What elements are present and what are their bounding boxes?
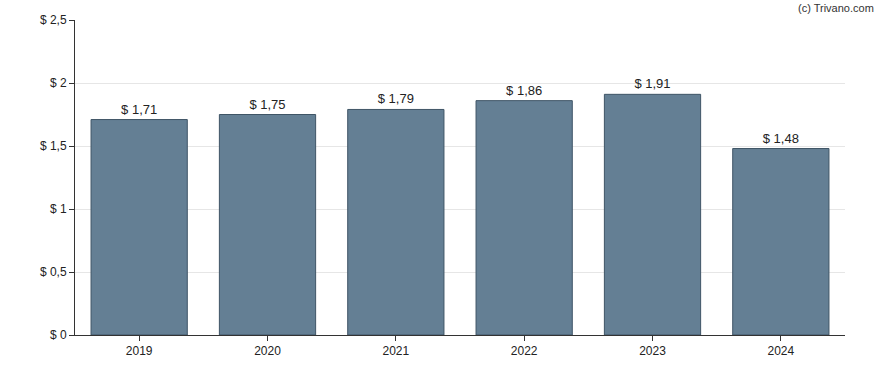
svg-text:$ 1: $ 1 (50, 202, 67, 216)
svg-text:$ 1,79: $ 1,79 (378, 91, 414, 106)
svg-text:$ 1,48: $ 1,48 (763, 131, 799, 146)
svg-text:2021: 2021 (382, 344, 409, 358)
svg-text:$ 1,71: $ 1,71 (121, 102, 157, 117)
svg-text:$ 0,5: $ 0,5 (40, 265, 67, 279)
svg-text:$ 1,91: $ 1,91 (634, 76, 670, 91)
svg-text:2022: 2022 (511, 344, 538, 358)
svg-text:$ 2: $ 2 (50, 76, 67, 90)
svg-text:$ 1,75: $ 1,75 (249, 97, 285, 112)
svg-text:$ 0: $ 0 (50, 328, 67, 342)
svg-text:$ 2,5: $ 2,5 (40, 13, 67, 27)
svg-text:2024: 2024 (767, 344, 794, 358)
svg-text:2019: 2019 (126, 344, 153, 358)
svg-text:2020: 2020 (254, 344, 281, 358)
svg-text:$ 1,5: $ 1,5 (40, 139, 67, 153)
svg-text:$ 1,86: $ 1,86 (506, 83, 542, 98)
svg-text:2023: 2023 (639, 344, 666, 358)
svg-text:(c) Trivano.com: (c) Trivano.com (798, 2, 874, 14)
